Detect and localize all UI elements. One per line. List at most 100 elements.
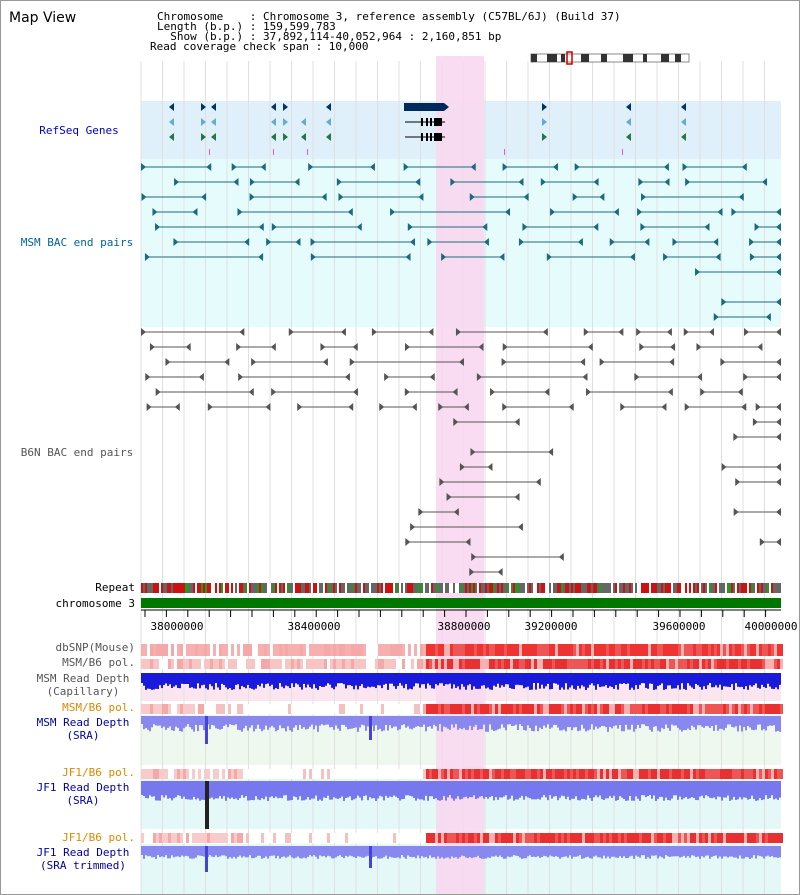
repeat-segment xyxy=(289,583,291,593)
repeat-segment xyxy=(245,583,247,593)
depth-bar xyxy=(299,846,301,859)
depth-bar xyxy=(777,781,779,800)
heat-cell xyxy=(654,704,657,714)
repeat-segment xyxy=(663,583,665,593)
depth-bar xyxy=(253,781,255,801)
heat-cell xyxy=(159,644,162,656)
depth-bar xyxy=(529,673,531,690)
heat-cell xyxy=(684,659,687,669)
depth-bar xyxy=(497,716,499,730)
depth-bar xyxy=(285,673,287,686)
depth-bar xyxy=(195,673,197,689)
depth-bar xyxy=(631,673,633,688)
depth-bar xyxy=(559,846,561,859)
repeat-segment xyxy=(491,583,493,593)
depth-bar xyxy=(233,716,235,726)
depth-bar xyxy=(663,716,665,730)
depth-bar xyxy=(379,673,381,686)
depth-bar xyxy=(571,716,573,731)
repeat-segment xyxy=(453,583,455,593)
depth-bar xyxy=(491,846,493,857)
heat-cell xyxy=(666,833,669,843)
heat-cell xyxy=(462,833,465,843)
heat-cell xyxy=(330,659,333,669)
heat-cell xyxy=(558,659,561,669)
depth-bar xyxy=(169,716,171,727)
msm-bac-pair-end xyxy=(271,223,277,231)
b6n-bac-pair-end xyxy=(757,343,763,351)
heat-cell xyxy=(333,769,336,779)
heat-cell xyxy=(597,833,600,843)
heat-cell xyxy=(567,644,570,656)
repeat-segment xyxy=(657,583,659,593)
heat-cell xyxy=(312,704,315,714)
depth-bar xyxy=(747,781,749,800)
msm-bac-pair-end xyxy=(469,193,475,201)
depth-bar xyxy=(165,716,167,730)
msm-bac-pair-end xyxy=(682,163,688,171)
depth-bar xyxy=(397,673,399,686)
heat-cell xyxy=(282,659,285,669)
depth-bar xyxy=(261,673,263,684)
depth-bar xyxy=(563,781,565,797)
heat-cell xyxy=(588,833,591,843)
b6n-bac-pair-end xyxy=(465,538,471,546)
heat-cell xyxy=(285,659,288,669)
repeat-segment xyxy=(765,583,767,593)
depth-bar xyxy=(439,781,441,801)
depth-bar xyxy=(303,846,305,858)
heat-cell xyxy=(618,644,621,656)
msm-bac-track[interactable] xyxy=(141,163,781,321)
depth-bar xyxy=(495,781,497,798)
depth-bar xyxy=(581,673,583,686)
chromosome-ideogram[interactable] xyxy=(530,51,690,65)
depth-bar xyxy=(303,781,305,801)
heat-cell xyxy=(558,704,561,714)
depth-bar xyxy=(143,673,145,686)
heat-cell xyxy=(387,704,390,714)
heat-cell xyxy=(705,833,708,843)
heat-cell xyxy=(327,833,330,843)
depth-bar xyxy=(751,673,753,687)
heat-cell xyxy=(168,769,171,779)
repeat-segment xyxy=(399,583,401,593)
heat-cell xyxy=(432,644,435,656)
depth-bar xyxy=(393,716,395,727)
heat-cell xyxy=(594,833,597,843)
depth-bar xyxy=(229,673,231,688)
heat-cell xyxy=(180,659,183,669)
depth-bar xyxy=(245,846,247,858)
depth-bar xyxy=(593,781,595,798)
heat-cell xyxy=(723,769,726,779)
depth-bar xyxy=(425,673,427,689)
depth-bar xyxy=(415,846,417,859)
heat-cell xyxy=(279,659,282,669)
repeat-segment xyxy=(417,583,419,593)
heat-cell xyxy=(279,704,282,714)
heat-cell xyxy=(600,704,603,714)
heat-cell xyxy=(324,659,327,669)
depth-bar xyxy=(563,846,565,857)
depth-bar xyxy=(301,781,303,801)
repeat-segment xyxy=(235,583,237,593)
depth-bar xyxy=(173,673,175,687)
heat-cell xyxy=(156,644,159,656)
repeat-segment xyxy=(479,583,481,593)
depth-bar xyxy=(191,781,193,800)
heat-cell xyxy=(348,833,351,843)
msm-bac-pair-end xyxy=(776,208,781,216)
depth-bar xyxy=(669,846,671,857)
depth-bar xyxy=(551,716,553,728)
heat-cell xyxy=(357,659,360,669)
refseq-gene-track[interactable] xyxy=(169,103,686,155)
depth-bar xyxy=(243,716,245,729)
b6n-bac-track[interactable] xyxy=(141,328,781,576)
depth-bar xyxy=(331,673,333,688)
depth-bar xyxy=(505,846,507,859)
b6n-bac-pair-end xyxy=(404,388,410,396)
depth-bar xyxy=(473,716,475,727)
repeat-segment xyxy=(145,583,147,593)
depth-bar xyxy=(223,781,225,797)
b6n-bac-pair-end xyxy=(146,403,152,411)
